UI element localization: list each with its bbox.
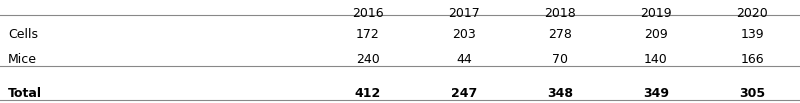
Text: 2016: 2016 bbox=[352, 7, 384, 20]
Text: 44: 44 bbox=[456, 53, 472, 66]
Text: 247: 247 bbox=[451, 87, 477, 100]
Text: Mice: Mice bbox=[8, 53, 37, 66]
Text: 2019: 2019 bbox=[640, 7, 672, 20]
Text: 166: 166 bbox=[740, 53, 764, 66]
Text: 305: 305 bbox=[739, 87, 765, 100]
Text: 203: 203 bbox=[452, 28, 476, 41]
Text: 139: 139 bbox=[740, 28, 764, 41]
Text: 412: 412 bbox=[355, 87, 381, 100]
Text: 209: 209 bbox=[644, 28, 668, 41]
Text: 2020: 2020 bbox=[736, 7, 768, 20]
Text: 140: 140 bbox=[644, 53, 668, 66]
Text: Cells: Cells bbox=[8, 28, 38, 41]
Text: 70: 70 bbox=[552, 53, 568, 66]
Text: 2017: 2017 bbox=[448, 7, 480, 20]
Text: 349: 349 bbox=[643, 87, 669, 100]
Text: Total: Total bbox=[8, 87, 42, 100]
Text: 240: 240 bbox=[356, 53, 380, 66]
Text: 2018: 2018 bbox=[544, 7, 576, 20]
Text: 278: 278 bbox=[548, 28, 572, 41]
Text: 172: 172 bbox=[356, 28, 380, 41]
Text: 348: 348 bbox=[547, 87, 573, 100]
